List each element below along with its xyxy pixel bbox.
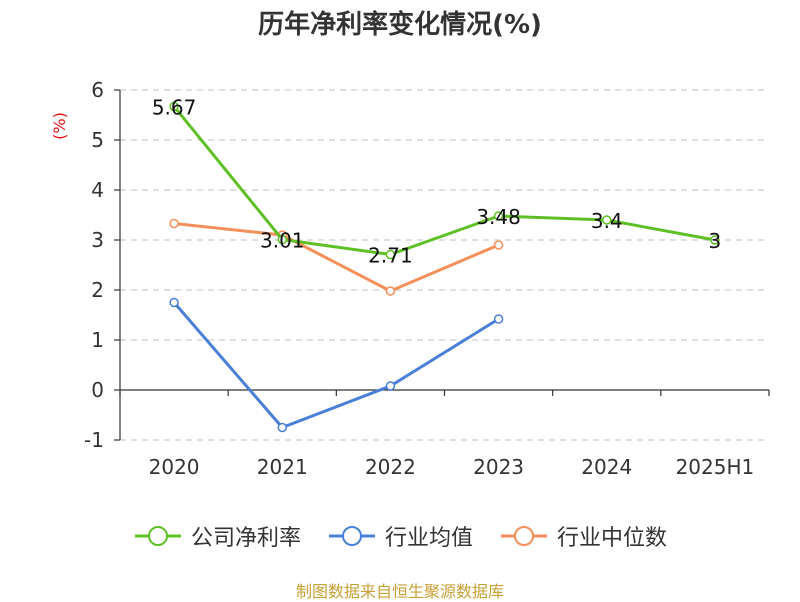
y-tick-label: 2 <box>91 278 104 302</box>
legend-label: 公司净利率 <box>190 526 301 551</box>
data-label: 3.48 <box>476 205 521 229</box>
chart-title: 历年净利率变化情况(%) <box>258 10 542 40</box>
legend-marker-icon <box>328 526 375 546</box>
y-tick-label: -1 <box>84 428 104 452</box>
y-tick-label: 1 <box>91 328 104 352</box>
data-labels: 5.67 3.01 2.71 3.48 3.4 3 <box>152 96 721 268</box>
data-point <box>277 234 287 245</box>
data-point <box>602 215 612 225</box>
x-tick-label: 2025H1 <box>676 455 755 479</box>
legend: 公司净利率 行业均值 行业中位数 <box>0 520 800 552</box>
y-tick-label: 3 <box>91 228 104 252</box>
legend-item[interactable]: 行业中位数 <box>499 520 667 552</box>
line-chart: -1 0 1 2 3 4 5 6 2020 2021 2022 2023 2024 2025H1 5.67… <box>50 78 770 479</box>
series-line <box>173 222 500 293</box>
data-point <box>493 211 504 221</box>
legend-marker-icon <box>134 526 181 546</box>
grid-lines <box>120 89 769 441</box>
data-point <box>710 235 720 245</box>
legend-label: 行业均值 <box>384 526 473 551</box>
x-tick-label: 2024 <box>581 455 632 479</box>
data-point <box>169 297 179 308</box>
x-tick-label: 2021 <box>257 455 308 479</box>
data-point <box>169 101 179 112</box>
data-point <box>277 422 287 433</box>
y-tick-label: 5 <box>91 128 104 152</box>
legend-label: 行业中位数 <box>557 526 668 551</box>
data-point <box>385 249 396 260</box>
series-lines <box>169 101 720 433</box>
data-point <box>169 218 179 229</box>
series-line <box>172 301 500 429</box>
data-point <box>385 381 396 391</box>
data-label: 5.67 <box>152 96 197 120</box>
y-tick-label: 6 <box>91 78 104 102</box>
legend-item[interactable]: 公司净利率 <box>133 520 301 552</box>
axes: -1 0 1 2 3 4 5 6 2020 2021 2022 2023 2024 2025H1 <box>84 78 770 479</box>
x-tick-label: 2023 <box>473 455 524 479</box>
y-tick-label: 4 <box>91 178 104 202</box>
data-label: 3 <box>709 229 722 253</box>
data-point <box>385 286 396 296</box>
y-axis-label: (%) <box>50 112 69 140</box>
data-label: 3.01 <box>260 229 305 253</box>
data-point <box>493 314 504 324</box>
series-line <box>172 105 716 256</box>
source-note: 制图数据来自恒生聚源数据库 <box>295 582 504 601</box>
legend-marker-icon <box>501 526 547 546</box>
x-tick-label: 2020 <box>149 455 200 479</box>
y-tick-label: 0 <box>91 378 104 402</box>
data-point <box>493 240 504 250</box>
x-tick-label: 2022 <box>365 455 416 479</box>
data-label: 2.71 <box>368 244 413 268</box>
legend-item[interactable]: 行业均值 <box>327 520 473 552</box>
data-label: 3.4 <box>591 209 623 233</box>
